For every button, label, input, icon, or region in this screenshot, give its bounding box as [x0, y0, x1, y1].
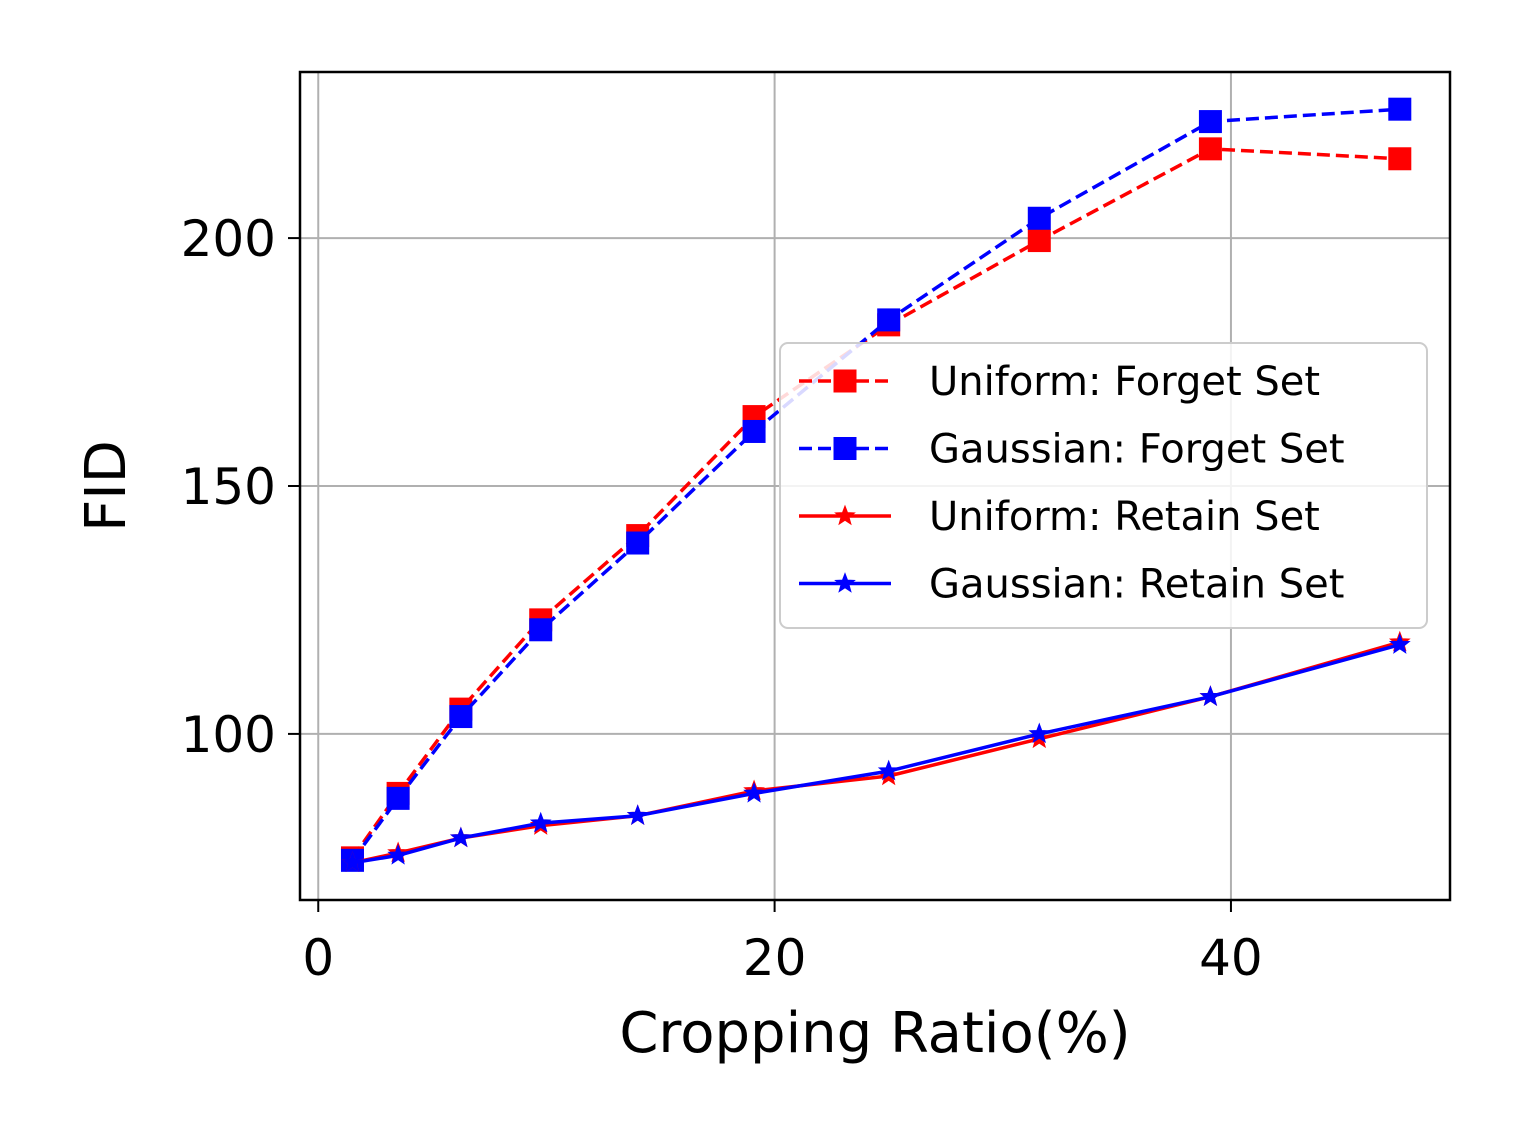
- legend-label: Gaussian: Retain Set: [929, 562, 1344, 608]
- legend-item: Gaussian: Forget Set: [799, 427, 1345, 473]
- data-point: [1388, 147, 1412, 171]
- x-tick-label: 0: [302, 929, 334, 987]
- data-point: [626, 804, 649, 825]
- data-point: [1388, 633, 1411, 654]
- data-point: [877, 308, 901, 332]
- ticks: 0 20 40 100 150 200: [181, 210, 1263, 987]
- series-3: [341, 633, 1411, 873]
- data-point: [626, 531, 650, 555]
- data-point: [877, 759, 900, 781]
- data-point: [449, 826, 472, 848]
- data-point: [529, 811, 552, 833]
- series-line: [351, 147, 1400, 859]
- x-tick-label: 40: [1199, 929, 1263, 987]
- data-point: [742, 419, 766, 443]
- data-point: [1388, 97, 1412, 121]
- data-point: [1198, 110, 1222, 134]
- legend-marker: [834, 572, 856, 593]
- y-tick-label: 100: [181, 706, 276, 764]
- data-point: [387, 843, 409, 865]
- legend-item: Gaussian: Retain Set: [799, 562, 1344, 608]
- data-point: [1027, 229, 1051, 253]
- series-1: [340, 97, 1412, 872]
- legend-item: Uniform: Forget Set: [799, 359, 1320, 405]
- legend-label: Uniform: Forget Set: [929, 359, 1320, 405]
- data-point: [1199, 685, 1222, 706]
- y-tick-label: 200: [181, 210, 276, 268]
- legend-label: Uniform: Retain Set: [929, 494, 1320, 540]
- legend-label: Gaussian: Forget Set: [929, 427, 1345, 473]
- series-layer: [340, 97, 1412, 873]
- legend-marker: [833, 369, 857, 393]
- legend-item: Uniform: Retain Set: [799, 494, 1320, 540]
- series-line: [352, 642, 1401, 865]
- legend: Uniform: Forget Set Gaussian: Forget Set U…: [779, 342, 1428, 629]
- y-tick-label: 150: [181, 458, 276, 516]
- data-point: [743, 781, 765, 803]
- legend-marker: [834, 504, 856, 526]
- data-point: [1198, 137, 1222, 161]
- data-point: [341, 851, 364, 873]
- data-point: [1028, 722, 1051, 744]
- data-point: [449, 705, 473, 729]
- legend-marker: [833, 437, 857, 460]
- data-point: [386, 786, 410, 810]
- data-point: [529, 618, 553, 642]
- x-tick-label: 20: [743, 929, 807, 987]
- y-axis-title: FID: [74, 440, 139, 532]
- x-axis-title: Cropping Ratio(%): [619, 1001, 1130, 1066]
- legend-box: [779, 342, 1428, 629]
- data-point: [1027, 206, 1051, 230]
